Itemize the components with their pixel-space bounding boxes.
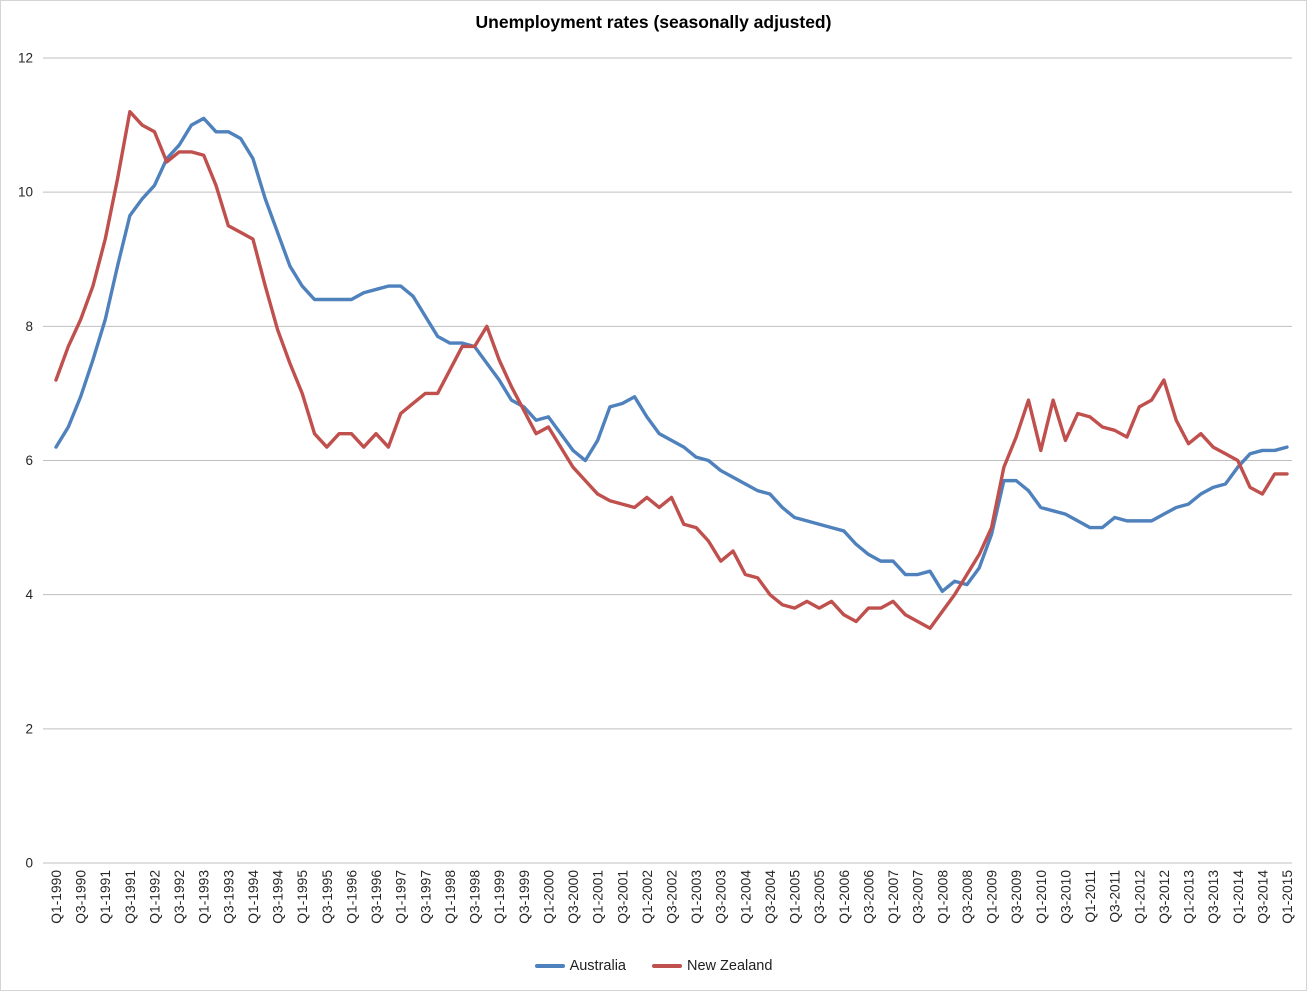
x-tick-label: Q1-2006 <box>837 870 852 924</box>
x-tick-label: Q1-2002 <box>640 870 655 924</box>
x-tick-label: Q1-2005 <box>788 870 803 924</box>
y-tick-label: 0 <box>25 856 33 871</box>
x-tick-label: Q3-2009 <box>1009 870 1024 924</box>
x-tick-label: Q1-2004 <box>738 870 753 924</box>
legend-label-new-zealand: New Zealand <box>686 958 773 974</box>
legend-item-australia: Australia <box>534 958 626 974</box>
y-tick-label: 10 <box>18 185 33 200</box>
x-tick-label: Q3-1999 <box>517 870 532 924</box>
x-tick-label: Q3-2014 <box>1255 870 1270 924</box>
chart-title: Unemployment rates (seasonally adjusted) <box>475 12 832 32</box>
x-tick-label: Q1-1996 <box>344 870 359 924</box>
x-tick-label: Q3-1990 <box>74 870 89 924</box>
x-tick-label: Q3-2002 <box>665 870 680 924</box>
y-tick-label: 8 <box>25 319 33 334</box>
x-tick-label: Q3-1996 <box>369 870 384 924</box>
y-tick-label: 2 <box>25 721 33 736</box>
x-tick-label: Q3-2010 <box>1058 870 1073 924</box>
x-tick-label: Q3-2004 <box>763 870 778 924</box>
x-tick-label: Q3-2003 <box>714 870 729 924</box>
x-tick-label: Q1-1997 <box>394 870 409 924</box>
x-tick-label: Q3-2007 <box>911 870 926 924</box>
x-tick-label: Q3-2005 <box>812 870 827 924</box>
legend-label-australia: Australia <box>569 958 626 974</box>
x-tick-label: Q3-1993 <box>221 870 236 924</box>
x-tick-label: Q3-1992 <box>172 870 187 924</box>
x-tick-label: Q1-2008 <box>935 870 950 924</box>
australia-series-line <box>54 116 1289 594</box>
x-tick-label: Q3-1995 <box>320 870 335 924</box>
x-tick-label: Q1-1990 <box>49 870 64 924</box>
x-tick-label: Q3-2011 <box>1108 870 1123 923</box>
x-tick-label: Q1-1995 <box>295 870 310 924</box>
x-tick-label: Q1-2001 <box>591 870 606 924</box>
x-tick-label: Q1-1998 <box>443 870 458 924</box>
x-tick-label: Q3-1991 <box>123 870 138 924</box>
new-zealand-line-swatch-icon <box>651 964 682 968</box>
x-tick-label: Q1-2011 <box>1083 870 1098 923</box>
x-tick-label: Q1-2003 <box>689 870 704 924</box>
legend: Australia New Zealand <box>1 958 1306 974</box>
x-tick-label: Q3-2012 <box>1157 870 1172 924</box>
x-tick-label: Q1-2015 <box>1280 870 1295 924</box>
x-tick-label: Q1-2010 <box>1034 870 1049 924</box>
x-tick-label: Q1-1992 <box>147 870 162 924</box>
x-tick-label: Q1-1993 <box>197 870 212 924</box>
x-tick-label: Q3-2006 <box>861 870 876 924</box>
x-tick-label: Q1-2012 <box>1132 870 1147 924</box>
x-tick-label: Q1-1991 <box>98 870 113 924</box>
y-tick-label: 12 <box>18 51 33 66</box>
x-tick-label: Q3-2013 <box>1206 870 1221 924</box>
x-tick-label: Q3-2001 <box>615 870 630 924</box>
x-tick-label: Q1-2009 <box>985 870 1000 924</box>
new-zealand-series-line <box>54 109 1289 630</box>
x-tick-label: Q1-1994 <box>246 870 261 924</box>
x-tick-label: Q3-1997 <box>418 870 433 924</box>
x-tick-label: Q3-1998 <box>468 870 483 924</box>
x-tick-label: Q1-2013 <box>1182 870 1197 924</box>
legend-item-new-zealand: New Zealand <box>651 958 773 974</box>
x-tick-label: Q1-1999 <box>492 870 507 924</box>
australia-line-swatch-icon <box>534 964 565 968</box>
y-tick-label: 4 <box>25 587 33 602</box>
x-tick-label: Q3-2000 <box>566 870 581 924</box>
x-tick-label: Q3-1994 <box>271 870 286 924</box>
x-tick-label: Q1-2000 <box>541 870 556 924</box>
x-tick-label: Q1-2014 <box>1231 870 1246 924</box>
y-tick-label: 6 <box>25 453 33 468</box>
x-tick-label: Q3-2008 <box>960 870 975 924</box>
x-tick-label: Q1-2007 <box>886 870 901 924</box>
